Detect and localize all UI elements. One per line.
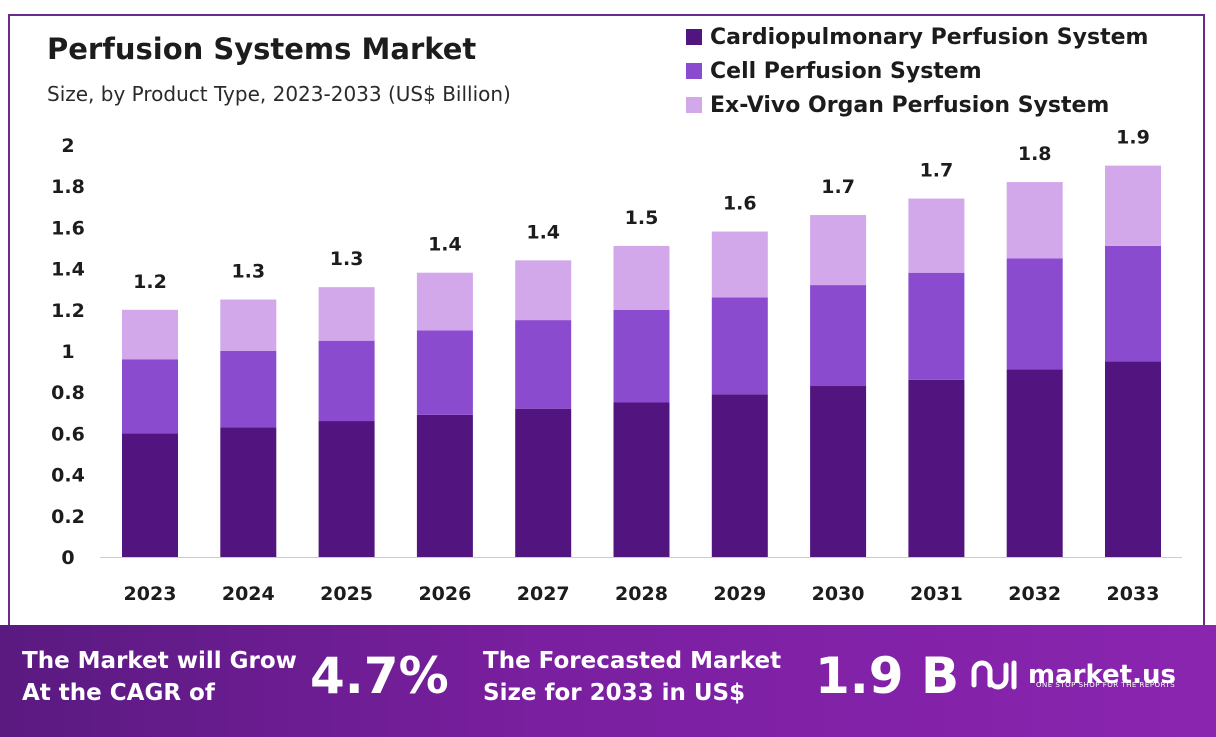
forecast-text: The Forecasted Market Size for 2033 in U… — [483, 645, 781, 709]
bar-cell-2030 — [810, 285, 867, 387]
x-tick-label: 2026 — [418, 583, 471, 605]
bar-exvivo-2033 — [1105, 165, 1161, 246]
bar-total-label: 1.6 — [723, 193, 757, 215]
bar-cell-2029 — [711, 297, 768, 395]
y-tick-label: 0.4 — [51, 465, 85, 487]
y-tick-label: 0 — [61, 547, 74, 569]
y-tick-label: 1.4 — [51, 259, 85, 281]
x-tick-label: 2028 — [615, 583, 668, 605]
forecast-value: 1.9 B — [815, 647, 960, 705]
y-tick-label: 1 — [61, 341, 74, 363]
bar-exvivo-2023 — [122, 309, 178, 360]
legend-item-cell: Cell Perfusion System — [686, 54, 1148, 88]
x-tick-label: 2030 — [812, 583, 865, 605]
x-tick-label: 2027 — [517, 583, 570, 605]
bar-cell-2023 — [122, 359, 178, 434]
bar-total-label: 1.2 — [133, 271, 167, 293]
bar-cardio-2026 — [416, 414, 473, 557]
chart-frame — [8, 14, 1205, 625]
bar-cardio-2031 — [908, 379, 965, 557]
bar-cardio-2033 — [1105, 361, 1161, 557]
bar-total-label: 1.8 — [1018, 143, 1052, 165]
y-tick-label: 1.6 — [51, 217, 85, 239]
bar-cardio-2029 — [711, 394, 768, 557]
bar-cell-2031 — [908, 272, 965, 380]
legend-swatch-exvivo — [686, 97, 702, 113]
legend-item-exvivo: Ex-Vivo Organ Perfusion System — [686, 88, 1148, 122]
forecast-text-line2: Size for 2033 in US$ — [483, 680, 746, 706]
legend-label-cardio: Cardiopulmonary Perfusion System — [710, 24, 1149, 50]
brand-logo-icon — [971, 660, 1017, 690]
bar-total-label: 1.4 — [526, 221, 560, 243]
bar-cell-2033 — [1105, 245, 1161, 362]
bar-exvivo-2026 — [416, 272, 473, 331]
bar-total-label: 1.4 — [428, 234, 462, 256]
footer-banner: The Market will Grow At the CAGR of 4.7%… — [0, 625, 1216, 737]
bar-cardio-2023 — [122, 433, 178, 557]
bar-cardio-2027 — [515, 408, 572, 557]
cagr-text-line2: At the CAGR of — [22, 680, 215, 706]
legend-label-cell: Cell Perfusion System — [710, 58, 982, 84]
brand-tagline: ONE STOP SHOP FOR THE REPORTS — [1036, 681, 1176, 689]
x-tick-label: 2029 — [713, 583, 766, 605]
x-tick-label: 2025 — [320, 583, 373, 605]
bar-cardio-2025 — [318, 421, 375, 557]
x-tick-label: 2031 — [910, 583, 963, 605]
bar-exvivo-2025 — [318, 287, 375, 341]
x-tick-label: 2024 — [222, 583, 275, 605]
brand-logo: market.us — [970, 655, 1176, 695]
bar-cardio-2024 — [220, 427, 277, 557]
bar-cell-2024 — [220, 351, 277, 428]
bar-exvivo-2028 — [613, 245, 670, 310]
y-tick-label: 2 — [61, 135, 74, 157]
y-tick-label: 0.2 — [51, 506, 85, 528]
bar-cardio-2030 — [810, 386, 867, 557]
chart-title: Perfusion Systems Market — [47, 32, 477, 66]
bar-exvivo-2027 — [515, 260, 572, 321]
bar-cardio-2028 — [613, 402, 670, 557]
legend: Cardiopulmonary Perfusion System Cell Pe… — [686, 20, 1148, 122]
cagr-text-line1: The Market will Grow — [22, 648, 297, 674]
bar-exvivo-2024 — [220, 299, 277, 351]
bar-cell-2026 — [416, 330, 473, 415]
bar-exvivo-2031 — [908, 198, 965, 273]
bar-cell-2032 — [1006, 258, 1063, 370]
chart-subtitle: Size, by Product Type, 2023-2033 (US$ Bi… — [47, 82, 511, 106]
x-tick-label: 2023 — [124, 583, 177, 605]
bar-total-label: 1.7 — [821, 176, 855, 198]
bar-cardio-2032 — [1006, 369, 1063, 557]
cagr-text: The Market will Grow At the CAGR of — [22, 645, 297, 709]
bar-total-label: 1.9 — [1116, 127, 1150, 149]
bar-total-label: 1.3 — [231, 261, 265, 283]
cagr-value: 4.7% — [310, 647, 449, 705]
bar-total-label: 1.3 — [330, 248, 364, 270]
y-tick-label: 0.8 — [51, 382, 85, 404]
bar-chart: 0 0.2 0.4 0.6 0.8 1 1.2 1.4 1.6 1.8 2 1.2 2023 1.3 202… — [51, 127, 1182, 605]
y-tick-label: 1.8 — [51, 176, 85, 198]
bar-total-label: 1.5 — [625, 207, 659, 229]
bar-cell-2027 — [515, 320, 572, 409]
x-tick-label: 2032 — [1008, 583, 1061, 605]
bar-exvivo-2029 — [711, 231, 768, 298]
y-tick-label: 1.2 — [51, 300, 85, 322]
bar-exvivo-2030 — [810, 215, 867, 286]
brand-name: market.us — [1028, 660, 1176, 690]
bar-exvivo-2032 — [1006, 182, 1063, 259]
y-tick-label: 0.6 — [51, 423, 85, 445]
legend-swatch-cell — [686, 63, 702, 79]
bar-cell-2028 — [613, 309, 670, 403]
legend-item-cardio: Cardiopulmonary Perfusion System — [686, 20, 1148, 54]
x-tick-label: 2033 — [1107, 583, 1160, 605]
legend-swatch-cardio — [686, 29, 702, 45]
legend-label-exvivo: Ex-Vivo Organ Perfusion System — [710, 92, 1110, 118]
bar-cell-2025 — [318, 340, 375, 422]
forecast-text-line1: The Forecasted Market — [483, 648, 782, 674]
bar-total-label: 1.7 — [920, 160, 954, 182]
